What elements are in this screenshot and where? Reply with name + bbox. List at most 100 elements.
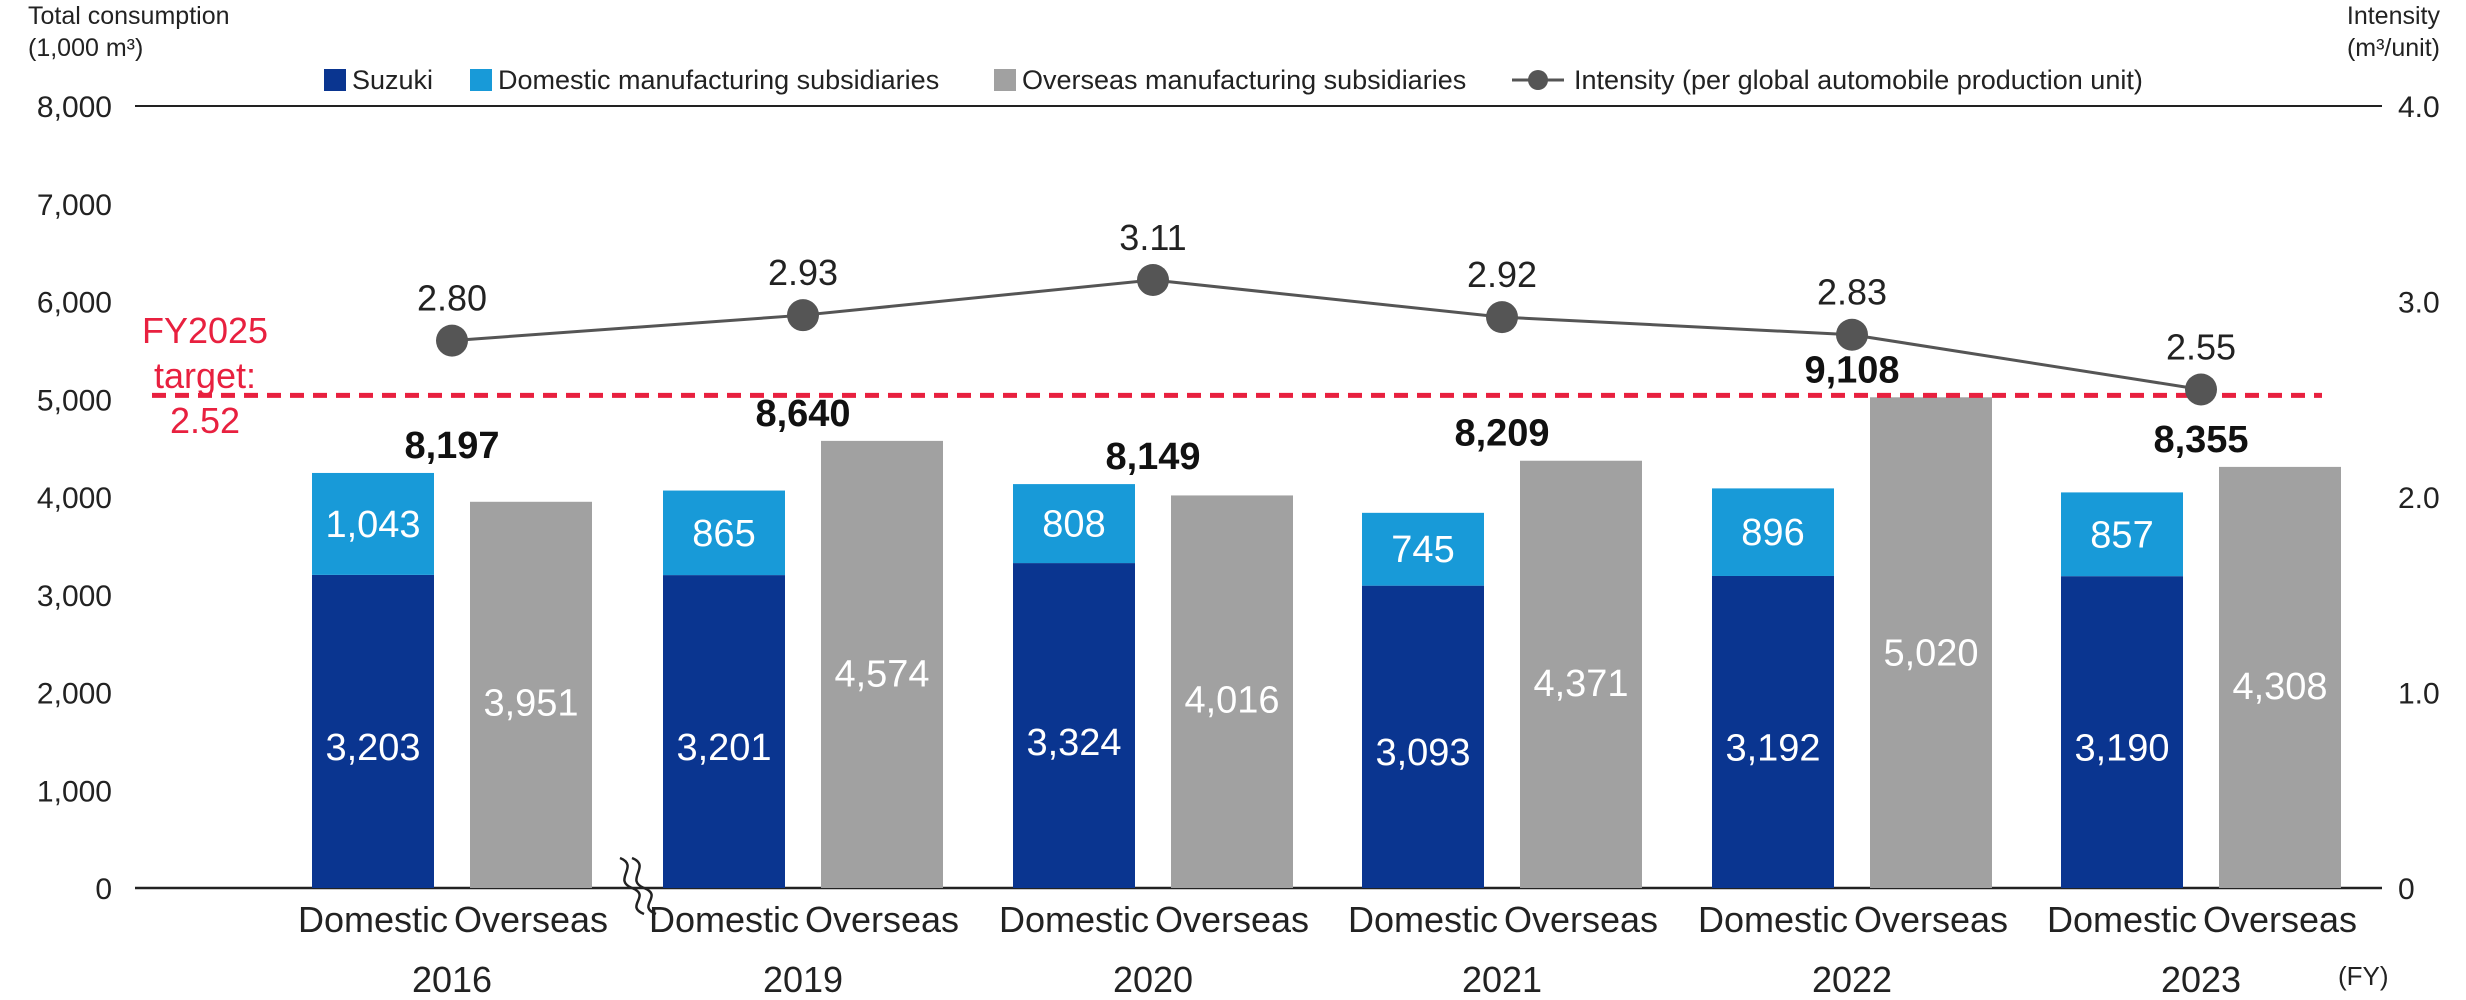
label-domestic-sub-2022: 896 <box>1741 512 1804 554</box>
target-label-line3: 2.52 <box>170 400 240 441</box>
intensity-label-2016: 2.80 <box>417 278 487 319</box>
bar-overseas-2016 <box>470 501 592 888</box>
year-label-2020: 2020 <box>1113 959 1193 1000</box>
label-suzuki-2021: 3,093 <box>1375 732 1470 774</box>
label-domestic-sub-2019: 865 <box>692 513 755 555</box>
bars: 3,203 1,043 3,951 8,197 3,201 865 4,574 8,640 3,… <box>312 349 2341 888</box>
intensity-label-2023: 2.55 <box>2166 326 2236 367</box>
category-domestic-2016: Domestic <box>298 899 448 940</box>
bar-domestic-subsidiaries-2019 <box>663 490 785 576</box>
year-label-2023: 2023 <box>2161 959 2241 1000</box>
right-tick-label: 0 <box>2398 873 2415 906</box>
axis-break-mark-1 <box>619 856 645 916</box>
target-label-line2: target: <box>154 355 256 396</box>
legend-marker-3 <box>1528 70 1548 90</box>
bar-domestic-subsidiaries-2016 <box>312 472 434 575</box>
bar-suzuki-2019 <box>663 575 785 888</box>
intensity-label-2019: 2.93 <box>768 252 838 293</box>
bar-overseas-2022 <box>1870 397 1992 888</box>
category-domestic-2019: Domestic <box>649 899 799 940</box>
right-tick-label: 3.0 <box>2398 287 2440 320</box>
label-overseas-2022: 5,020 <box>1883 632 1978 674</box>
legend: Suzuki Domestic manufacturing subsidiarie… <box>324 65 2143 95</box>
category-overseas-2021: Overseas <box>1504 899 1658 940</box>
intensity-point-2016 <box>436 324 468 357</box>
intensity-series: 2.80 2.93 3.11 2.92 2.83 2.55 <box>417 217 2236 406</box>
bar-suzuki-2020 <box>1013 563 1135 888</box>
right-axis-title-line2: (m³/unit) <box>2347 34 2440 62</box>
intensity-label-2020: 3.11 <box>1119 217 1186 258</box>
bar-suzuki-2023 <box>2061 576 2183 888</box>
label-overseas-2020: 4,016 <box>1184 680 1279 722</box>
left-tick-label: 5,000 <box>37 384 112 417</box>
intensity-point-2023 <box>2185 373 2217 406</box>
bar-overseas-2019 <box>821 440 943 888</box>
bar-domestic-subsidiaries-2023 <box>2061 492 2183 577</box>
bar-domestic-subsidiaries-2021 <box>1362 512 1484 586</box>
intensity-point-2022 <box>1836 318 1868 351</box>
label-suzuki-2019: 3,201 <box>676 727 771 769</box>
right-tick-label: 4.0 <box>2398 91 2440 124</box>
label-overseas-2023: 4,308 <box>2232 666 2327 708</box>
right-axis-title-line1: Intensity <box>2347 2 2441 30</box>
left-axis-title-line2: (1,000 m³) <box>28 34 143 62</box>
target-label-line1: FY2025 <box>142 310 268 351</box>
left-tick-label: 2,000 <box>37 678 112 711</box>
left-tick-label: 6,000 <box>37 287 112 320</box>
label-domestic-sub-2016: 1,043 <box>325 504 420 546</box>
category-overseas-2016: Overseas <box>454 899 608 940</box>
label-domestic-sub-2021: 745 <box>1391 529 1454 571</box>
right-tick-label: 2.0 <box>2398 482 2440 515</box>
total-label-2020: 8,149 <box>1105 436 1200 478</box>
intensity-label-2021: 2.92 <box>1467 254 1537 295</box>
legend-label-2: Overseas manufacturing subsidiaries <box>1022 65 1466 95</box>
left-axis-title-line1: Total consumption <box>28 2 230 30</box>
label-overseas-2016: 3,951 <box>483 683 578 725</box>
right-tick-label: 1.0 <box>2398 678 2440 711</box>
legend-swatch-2 <box>994 69 1016 91</box>
label-domestic-sub-2023: 857 <box>2090 514 2153 556</box>
left-tick-label: 1,000 <box>37 775 112 808</box>
bar-suzuki-2021 <box>1362 585 1484 888</box>
legend-label-3: Intensity (per global automobile product… <box>1574 65 2143 95</box>
bar-suzuki-2022 <box>1712 575 1834 888</box>
bar-overseas-2020 <box>1171 495 1293 888</box>
category-domestic-2022: Domestic <box>1698 899 1848 940</box>
label-suzuki-2023: 3,190 <box>2074 728 2169 770</box>
total-label-2023: 8,355 <box>2153 419 2248 461</box>
bar-overseas-2021 <box>1520 460 1642 888</box>
label-domestic-sub-2020: 808 <box>1042 504 1105 546</box>
intensity-point-2019 <box>787 299 819 332</box>
bar-overseas-2023 <box>2219 466 2341 888</box>
bar-suzuki-2016 <box>312 574 434 888</box>
axis-break-mark-2 <box>631 856 657 916</box>
category-domestic-2020: Domestic <box>999 899 1149 940</box>
label-suzuki-2022: 3,192 <box>1725 728 1820 770</box>
category-overseas-2023: Overseas <box>2203 899 2357 940</box>
total-label-2021: 8,209 <box>1454 413 1549 455</box>
year-label-2019: 2019 <box>763 959 843 1000</box>
legend-label-0: Suzuki <box>352 65 433 95</box>
intensity-label-2022: 2.83 <box>1817 272 1887 313</box>
label-suzuki-2016: 3,203 <box>325 727 420 769</box>
left-tick-label: 4,000 <box>37 482 112 515</box>
year-label-2022: 2022 <box>1812 959 1892 1000</box>
legend-swatch-0 <box>324 69 346 91</box>
left-tick-label: 7,000 <box>37 189 112 222</box>
total-label-2019: 8,640 <box>755 393 850 435</box>
category-domestic-2021: Domestic <box>1348 899 1498 940</box>
total-label-2022: 9,108 <box>1804 349 1899 391</box>
left-tick-label: 3,000 <box>37 580 112 613</box>
year-label-2021: 2021 <box>1462 959 1542 1000</box>
label-overseas-2019: 4,574 <box>834 653 929 695</box>
bar-domestic-subsidiaries-2020 <box>1013 484 1135 564</box>
label-suzuki-2020: 3,324 <box>1026 722 1121 764</box>
total-label-2016: 8,197 <box>404 425 499 467</box>
legend-swatch-1 <box>470 69 492 91</box>
category-overseas-2022: Overseas <box>1854 899 2008 940</box>
year-label-2016: 2016 <box>412 959 492 1000</box>
label-overseas-2021: 4,371 <box>1533 663 1628 705</box>
